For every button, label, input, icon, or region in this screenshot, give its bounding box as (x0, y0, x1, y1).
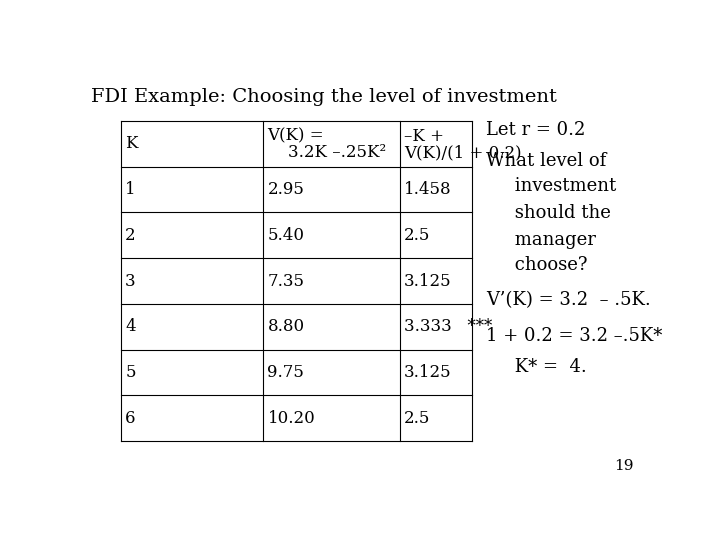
Text: 5.40: 5.40 (267, 227, 305, 244)
Text: 3.125: 3.125 (404, 273, 451, 289)
Text: 1 + 0.2 = 3.2 –.5K*: 1 + 0.2 = 3.2 –.5K* (486, 327, 662, 345)
Text: 4: 4 (125, 318, 136, 335)
Text: 10.20: 10.20 (267, 410, 315, 427)
Text: 1.458: 1.458 (404, 181, 451, 198)
Text: should the: should the (486, 204, 611, 222)
Text: FDI Example: Choosing the level of investment: FDI Example: Choosing the level of inves… (91, 87, 557, 106)
Text: K: K (125, 136, 138, 152)
Text: 2: 2 (125, 227, 136, 244)
Text: 6: 6 (125, 410, 135, 427)
Text: 2.95: 2.95 (267, 181, 305, 198)
Text: 7.35: 7.35 (267, 273, 305, 289)
Text: choose?: choose? (486, 256, 588, 274)
Text: V(K)/(1 + 0.2): V(K)/(1 + 0.2) (404, 144, 522, 161)
Text: –K +: –K + (404, 128, 444, 145)
Text: 1: 1 (125, 181, 136, 198)
Text: 3.125: 3.125 (404, 364, 451, 381)
Text: 3: 3 (125, 273, 136, 289)
Text: investment: investment (486, 177, 616, 195)
Text: 9.75: 9.75 (267, 364, 305, 381)
Text: 19: 19 (615, 459, 634, 473)
Text: manager: manager (486, 231, 596, 249)
Text: 5: 5 (125, 364, 135, 381)
Text: 3.333   ***: 3.333 *** (404, 318, 492, 335)
Text: V(K) =: V(K) = (267, 128, 324, 145)
Text: 8.80: 8.80 (267, 318, 305, 335)
Text: Let r = 0.2: Let r = 0.2 (486, 121, 585, 139)
Text: V’(K) = 3.2  – .5K.: V’(K) = 3.2 – .5K. (486, 292, 651, 309)
Text: 3.2K –.25K²: 3.2K –.25K² (267, 144, 387, 161)
Text: K* =  4.: K* = 4. (486, 358, 587, 376)
Text: 2.5: 2.5 (404, 410, 431, 427)
Text: 2.5: 2.5 (404, 227, 431, 244)
Text: What level of: What level of (486, 152, 606, 170)
